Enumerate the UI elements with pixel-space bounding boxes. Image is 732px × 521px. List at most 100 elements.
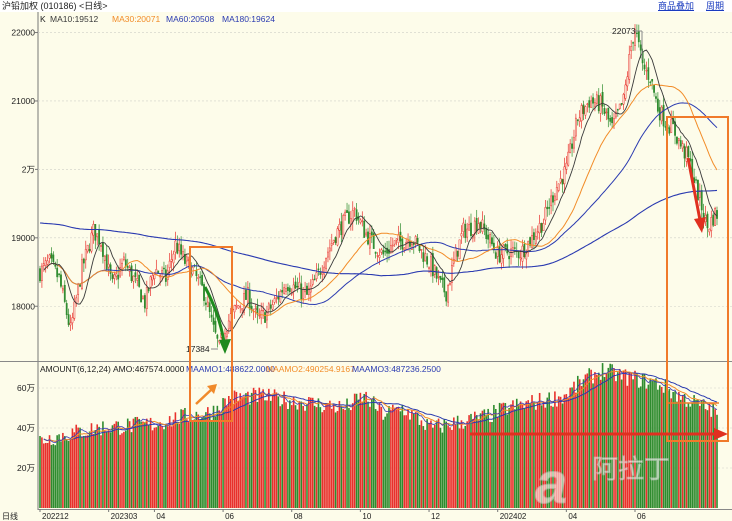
candle-body: [359, 219, 362, 223]
volume-bar: [258, 387, 261, 508]
candle-body: [372, 233, 375, 249]
candle-body: [441, 277, 444, 281]
candle-body: [605, 111, 608, 114]
volume-bar: [620, 379, 623, 508]
volume-bar: [550, 405, 552, 508]
legend-ma10: MA10:19512: [50, 14, 98, 24]
candle-body: [586, 103, 589, 105]
candle-body: [182, 251, 184, 257]
x-tick-label: 06: [225, 512, 234, 521]
volume-bar: [706, 410, 709, 508]
volume-bar: [578, 379, 581, 508]
candle-body: [477, 223, 480, 234]
candle-body: [416, 237, 419, 243]
candle-body: [630, 46, 633, 52]
volume-bar: [306, 404, 308, 508]
candle-body: [513, 247, 516, 249]
volume-bar: [679, 399, 682, 508]
candle-body: [498, 246, 501, 263]
volume-bar: [422, 426, 425, 508]
volume-bar: [193, 419, 196, 508]
volume-bar: [666, 390, 669, 508]
candle-body: [628, 54, 631, 80]
candle-body: [336, 228, 339, 246]
candle-body: [460, 233, 463, 237]
volume-bar: [393, 407, 396, 508]
candle-body: [622, 94, 625, 105]
volume-bar: [674, 391, 676, 508]
volume-bar: [716, 414, 718, 508]
volume-bar: [416, 413, 419, 508]
volume-bar: [348, 408, 350, 508]
volume-bar: [599, 379, 602, 508]
volume-bar: [248, 404, 251, 508]
candle-body: [374, 251, 377, 254]
volume-bar: [149, 417, 152, 508]
candle-body: [679, 140, 682, 147]
volume-bar: [319, 407, 322, 508]
candle-body: [500, 254, 503, 264]
volume-bar: [449, 427, 451, 508]
volume-bar: [498, 402, 501, 508]
volume-bar: [52, 444, 55, 508]
volume-bar: [580, 386, 583, 508]
volume-bar: [626, 385, 629, 508]
candle-body: [584, 106, 587, 116]
candle-body: [107, 263, 110, 268]
volume-bar: [208, 413, 211, 508]
volume-bar: [432, 427, 434, 508]
volume-bar: [330, 408, 333, 508]
price-plot-area: [38, 12, 732, 361]
candle-body: [491, 237, 493, 245]
commodity-overlay-link[interactable]: 商品叠加: [658, 1, 695, 11]
candle-body: [714, 207, 716, 226]
candle-body: [315, 272, 318, 279]
title-bar: 沪铅加权 (010186) <日线> 商品叠加 周期: [0, 0, 732, 12]
candle-body: [521, 245, 524, 262]
candle-body: [685, 146, 688, 162]
volume-bar: [317, 398, 320, 508]
candle-body: [325, 257, 327, 270]
volume-bar: [676, 401, 678, 508]
volume-bar: [205, 412, 207, 508]
candle-body: [571, 143, 573, 149]
volume-bar: [439, 427, 442, 508]
volume-bar: [405, 415, 407, 508]
volume-bar: [514, 409, 516, 508]
volume-bar: [289, 400, 291, 508]
volume-bar: [67, 440, 70, 508]
volume-y-tick-label: 20万: [17, 463, 35, 473]
candle-body: [550, 195, 552, 207]
volume-bar: [687, 403, 690, 508]
x-axis-caption: 日线: [2, 511, 18, 521]
volume-bar: [332, 404, 335, 508]
candle-body: [517, 251, 520, 259]
candle-body: [430, 256, 432, 271]
candle-body: [42, 263, 45, 266]
candle-body: [132, 275, 135, 282]
volume-bar: [447, 425, 449, 508]
volume-bar: [397, 407, 400, 508]
candle-body: [277, 296, 280, 300]
volume-bar: [395, 407, 398, 508]
legend-ma180: MA180:19624: [222, 14, 275, 24]
volume-bar: [536, 402, 539, 508]
volume-bar: [212, 405, 215, 508]
x-tick-label: 04: [156, 512, 165, 521]
candle-body: [710, 217, 713, 231]
low-label: 17384: [186, 344, 210, 354]
price-y-tick-label: 19000: [11, 233, 35, 243]
volume-bar: [58, 434, 60, 508]
volume-bar: [54, 445, 57, 508]
volume-bar: [304, 410, 306, 508]
volume-bar: [216, 405, 219, 508]
volume-bar: [191, 421, 194, 508]
volume-bar: [681, 395, 684, 508]
candle-body: [311, 279, 314, 285]
candle-body: [65, 303, 68, 316]
period-link[interactable]: 周期: [706, 1, 725, 11]
legend-amo: AMO:467574.0000: [113, 364, 185, 374]
volume-bar: [651, 381, 653, 508]
candle-body: [454, 247, 457, 261]
candle-body: [201, 275, 203, 286]
